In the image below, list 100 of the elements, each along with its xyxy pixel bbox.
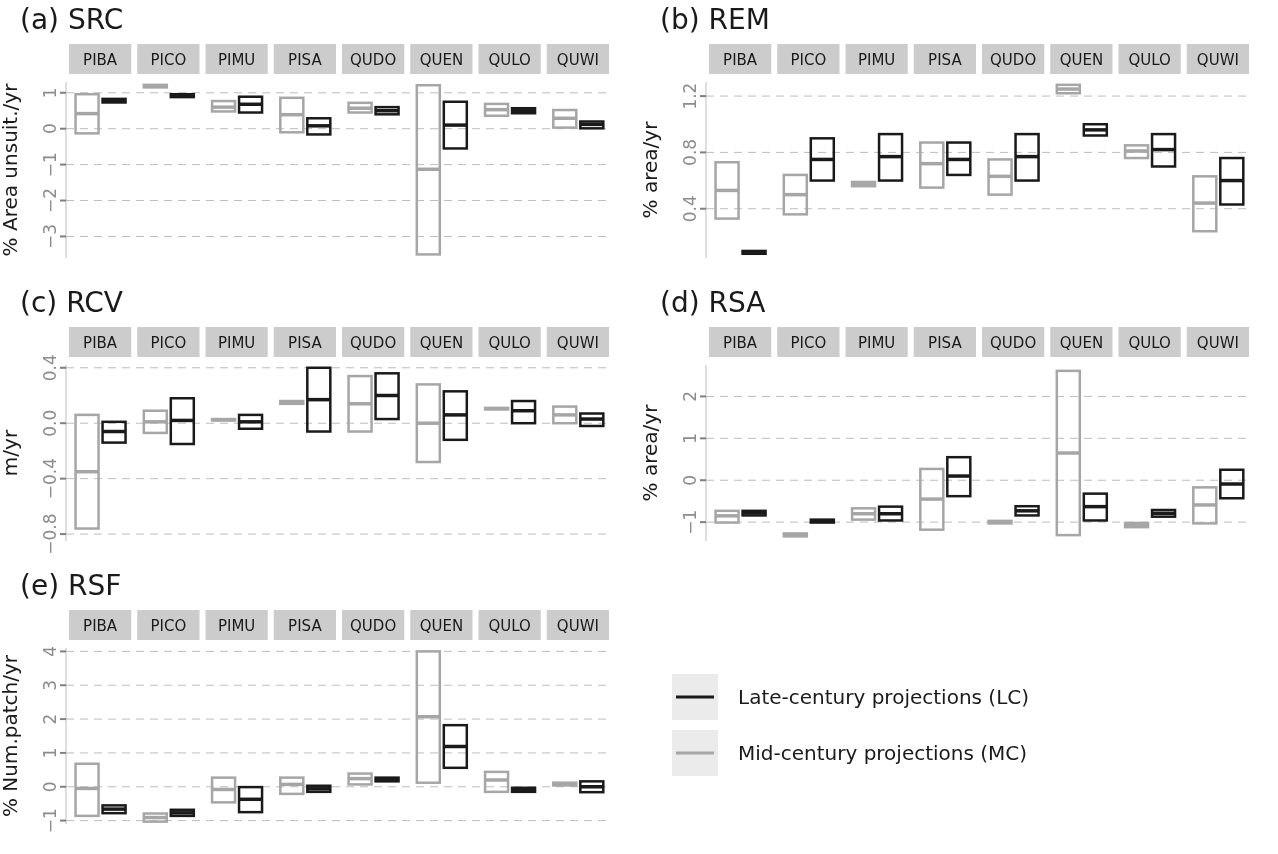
x-tick-label: QUEN: [1059, 51, 1104, 69]
facet-strip: PICO: [137, 44, 200, 74]
x-tick-label: PICO: [790, 51, 827, 69]
y-tick-label: −0.4: [40, 458, 60, 500]
chart-title: (d) RSA: [660, 286, 766, 319]
y-tick-label: −1: [40, 808, 60, 834]
x-tick-label: PIBA: [723, 51, 758, 69]
x-tick-label: QUEN: [419, 51, 464, 69]
facet-strip: QULO: [1118, 327, 1181, 357]
x-tick-label: PIMU: [857, 334, 896, 352]
y-tick-label: −3: [40, 223, 60, 249]
x-tick-label: QUDO: [990, 334, 1037, 352]
y-tick-label: 2: [40, 713, 60, 725]
y-tick-label: 1: [40, 747, 60, 759]
x-tick-label: PIBA: [723, 334, 758, 352]
x-tick-label: QUDO: [990, 51, 1037, 69]
facet-strip: QULO: [478, 610, 541, 640]
facet-strip: QULO: [478, 327, 541, 357]
facet-strip: PIMU: [205, 44, 268, 74]
facet-strip: PIBA: [69, 327, 132, 357]
facet-strip: PISA: [273, 327, 336, 357]
facet-strip: QUDO: [342, 610, 405, 640]
x-tick-label: QULO: [488, 51, 531, 69]
x-tick-label: PIBA: [83, 617, 118, 635]
x-tick-label: PISA: [928, 51, 963, 69]
x-tick-label: QULO: [1128, 51, 1171, 69]
x-tick-label: PIBA: [83, 334, 118, 352]
x-tick-label: PICO: [790, 334, 827, 352]
x-tick-label: PICO: [150, 617, 187, 635]
y-tick-label: 2: [680, 391, 700, 402]
facet-strip: PICO: [137, 327, 200, 357]
facet-strip: QULO: [478, 44, 541, 74]
chart-title: (c) RCV: [20, 286, 123, 319]
chart-title: (a) SRC: [20, 3, 124, 36]
facet-strip: PICO: [777, 44, 840, 74]
y-tick-label: 0.4: [40, 354, 60, 382]
x-tick-label: PIMU: [857, 51, 896, 69]
legend-label: Mid-century projections (MC): [738, 741, 1028, 765]
facet-strip: PIBA: [69, 610, 132, 640]
y-axis-title: % Num.patch/yr: [0, 654, 23, 818]
x-tick-label: PIBA: [83, 51, 118, 69]
x-tick-label: PISA: [288, 617, 323, 635]
legend-label: Late-century projections (LC): [738, 685, 1030, 709]
x-tick-label: PIMU: [217, 334, 256, 352]
x-tick-label: PICO: [150, 334, 187, 352]
x-tick-label: PIMU: [217, 617, 256, 635]
facet-strip: PIMU: [205, 610, 268, 640]
x-tick-label: QUDO: [350, 617, 397, 635]
y-tick-label: −0.8: [40, 513, 60, 555]
x-tick-label: QUDO: [350, 334, 397, 352]
y-tick-label: 0: [40, 781, 60, 793]
y-tick-label: 1: [40, 87, 60, 99]
y-tick-label: 3: [40, 679, 60, 691]
x-tick-label: QUDO: [350, 51, 397, 69]
y-axis-title: % area/yr: [638, 403, 663, 502]
y-tick-label: 0.0: [40, 409, 60, 437]
facet-strip: QUEN: [410, 610, 473, 640]
y-tick-label: 1.2: [680, 82, 700, 110]
x-tick-label: QUEN: [1059, 334, 1104, 352]
x-tick-label: PIMU: [217, 51, 256, 69]
x-tick-label: PISA: [288, 334, 323, 352]
facet-strip: QUEN: [1050, 44, 1113, 74]
y-tick-label: 4: [40, 645, 60, 657]
facet-strip: PICO: [777, 327, 840, 357]
y-axis-title: % Area unsuit./yr: [0, 82, 23, 257]
y-tick-label: 0: [40, 123, 60, 135]
y-tick-label: 0: [680, 474, 700, 486]
facet-strip: QUWI: [546, 610, 609, 640]
y-axis-title: m/yr: [0, 429, 23, 477]
y-tick-label: −1: [40, 152, 60, 178]
x-tick-label: QULO: [488, 334, 531, 352]
y-tick-label: 1: [680, 432, 700, 444]
facet-strip: QUWI: [1186, 44, 1249, 74]
y-tick-label: −1: [680, 509, 700, 535]
facet-strip: QULO: [1118, 44, 1181, 74]
x-tick-label: QULO: [488, 617, 531, 635]
y-axis-title: % area/yr: [638, 120, 663, 219]
x-tick-label: PISA: [288, 51, 323, 69]
facet-strip: QUWI: [546, 44, 609, 74]
facet-strip: PIBA: [69, 44, 132, 74]
x-tick-label: PICO: [150, 51, 187, 69]
facet-strip: QUEN: [410, 44, 473, 74]
x-tick-label: QUEN: [419, 617, 464, 635]
facet-strip: QUDO: [982, 44, 1045, 74]
facet-strip: QUEN: [410, 327, 473, 357]
facet-strip: PISA: [273, 44, 336, 74]
facet-strip: PISA: [273, 610, 336, 640]
facet-strip: QUDO: [342, 44, 405, 74]
facet-strip: QUWI: [546, 327, 609, 357]
facet-strip: PIBA: [709, 327, 772, 357]
facet-strip: QUEN: [1050, 327, 1113, 357]
x-tick-label: QUWI: [1196, 51, 1239, 69]
facet-strip: PISA: [913, 327, 976, 357]
facet-strip: PIMU: [845, 44, 908, 74]
facet-strip: QUDO: [982, 327, 1045, 357]
x-tick-label: QUWI: [1196, 334, 1239, 352]
facet-strip: PIBA: [709, 44, 772, 74]
x-tick-label: PISA: [928, 334, 963, 352]
chart-title: (b) REM: [660, 3, 770, 36]
x-tick-label: QUWI: [556, 51, 599, 69]
